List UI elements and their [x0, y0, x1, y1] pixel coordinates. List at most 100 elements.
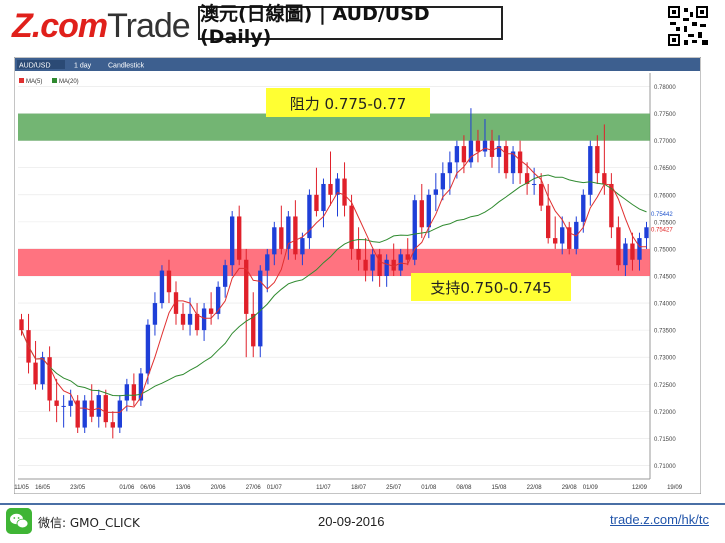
x-tick-label: 11/07 — [316, 485, 331, 491]
candle-body — [335, 178, 340, 195]
candle-body — [503, 146, 509, 174]
ma20-line — [21, 174, 647, 397]
candle-body — [356, 248, 361, 260]
candle-body — [440, 173, 446, 190]
page-title: 澳元(日線圖) | AUD/USD (Daily) — [198, 3, 503, 48]
site-link[interactable]: trade.z.com/hk/tc — [610, 512, 709, 527]
candle-body — [510, 151, 516, 174]
candle-body — [595, 146, 600, 174]
wechat-icon — [6, 508, 32, 534]
candle-body — [314, 194, 319, 212]
candle-body — [644, 227, 649, 239]
x-tick-label: 13/06 — [176, 485, 192, 491]
candle-body — [103, 395, 108, 423]
candle-body — [166, 270, 172, 293]
candle-body — [370, 254, 375, 271]
candle-body — [377, 254, 382, 276]
candle-body — [524, 173, 530, 184]
x-tick-label: 12/09 — [632, 485, 648, 491]
y-tick-label: 0.74500 — [654, 275, 676, 281]
report-date: 20-09-2016 — [318, 514, 385, 529]
y-tick-label: 0.74000 — [654, 302, 676, 308]
last-value-close: 0.75427 — [651, 228, 673, 234]
y-axis: 0.78000 0.77500 0.77000 0.76500 0.76000 0.755… — [654, 85, 676, 470]
candle-body — [68, 400, 73, 406]
x-tick-label: 19/09 — [667, 485, 683, 491]
candle-body — [321, 183, 326, 212]
y-tick-label: 0.76000 — [654, 193, 676, 199]
candle-body — [258, 270, 263, 347]
support-label: 支持0.750-0.745 — [430, 279, 551, 297]
candle-body — [349, 205, 354, 249]
candle-body — [237, 216, 242, 260]
toolbar-period[interactable]: 1 day — [74, 63, 92, 70]
y-tick-label: 0.72000 — [654, 410, 676, 416]
candle-body — [40, 357, 45, 385]
y-tick-label: 0.75500 — [654, 220, 676, 226]
candle-body — [215, 286, 221, 314]
candle-body — [47, 357, 52, 401]
x-tick-label: 06/06 — [140, 485, 156, 491]
x-tick-label: 08/08 — [456, 485, 472, 491]
chart-toolbar — [15, 58, 700, 71]
candle-body — [272, 227, 277, 255]
ma5-line — [21, 146, 647, 413]
candle-body — [89, 400, 94, 417]
support-label-box — [411, 273, 571, 301]
candle-body — [602, 173, 607, 184]
x-tick-label: 29/08 — [562, 485, 578, 491]
x-tick-label: 27/06 — [246, 485, 262, 491]
candle-body — [131, 384, 137, 401]
candle-body — [300, 238, 305, 255]
toolbar-style[interactable]: Candlestick — [108, 63, 145, 70]
y-tick-label: 0.72500 — [654, 383, 676, 389]
candle-body — [538, 183, 544, 206]
y-tick-label: 0.76500 — [654, 166, 676, 172]
toolbar-symbol[interactable]: AUD/USD — [19, 63, 51, 70]
x-tick-label: 22/08 — [527, 485, 543, 491]
candle-body — [405, 254, 410, 260]
x-tick-label: 01/07 — [267, 485, 283, 491]
candle-body — [61, 405, 66, 407]
candle-body — [265, 254, 270, 271]
candle-body — [279, 227, 284, 249]
candle-body — [581, 194, 586, 222]
candle-body — [489, 140, 495, 157]
candle-body — [342, 178, 347, 206]
candle-body — [616, 227, 621, 266]
x-tick-label: 25/07 — [386, 485, 402, 491]
candle-body — [560, 227, 565, 244]
x-tick-label: 15/08 — [492, 485, 508, 491]
resistance-label-box — [266, 88, 430, 117]
candle-body — [454, 146, 460, 163]
candle-body — [230, 216, 235, 266]
candle-body — [110, 422, 115, 428]
candle-body — [461, 146, 467, 163]
candle-body — [553, 238, 558, 244]
candle-body — [496, 146, 502, 157]
chart-panel: AUD/USD 1 day Candlestick MA(5) MA(20) 0… — [13, 56, 702, 495]
y-tick-label: 0.78000 — [654, 85, 676, 91]
candle-body — [623, 243, 628, 266]
candle-body — [75, 400, 80, 428]
candle-body — [159, 270, 165, 304]
y-tick-label: 0.75000 — [654, 247, 676, 253]
candle-body — [82, 400, 87, 428]
candle-body — [251, 313, 256, 347]
x-tick-label: 01/06 — [119, 485, 135, 491]
last-values: 0.75442 0.75427 — [651, 212, 673, 234]
candle-body — [637, 238, 642, 260]
candle-body — [222, 265, 228, 287]
candle-body — [145, 324, 151, 374]
candle-body — [433, 189, 438, 195]
page-title-text: 澳元(日線圖) | AUD/USD (Daily) — [200, 2, 430, 48]
legend-ma20: MA(20) — [59, 79, 79, 85]
candle-body — [588, 146, 593, 195]
x-tick-label: 01/08 — [421, 485, 437, 491]
candle-body — [201, 308, 207, 331]
candle-body — [546, 205, 551, 239]
wechat-id: 微信: GMO_CLICK — [38, 516, 140, 530]
x-tick-label: 16/05 — [35, 485, 51, 491]
candle-body — [187, 313, 193, 325]
candle-body — [426, 194, 431, 228]
